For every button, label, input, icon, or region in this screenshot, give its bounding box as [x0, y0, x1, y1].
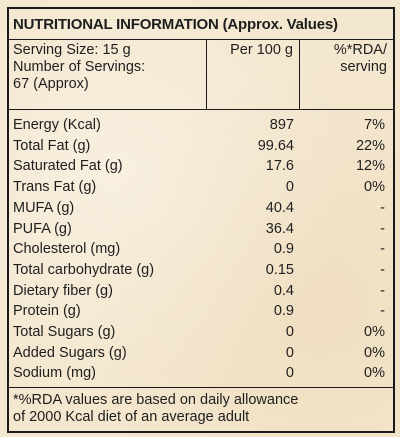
- nutrient-name: Dietary fiber (g): [13, 282, 113, 299]
- per100-value: 0: [285, 179, 294, 196]
- rda-value: 0%: [364, 179, 385, 196]
- nutrient-name: Sodium (mg): [13, 365, 96, 382]
- rda-value: 22%: [355, 137, 385, 154]
- rda-value: 0%: [364, 365, 385, 382]
- per100-value: 0.9: [273, 303, 294, 320]
- rda-value: -: [380, 261, 385, 278]
- divider: [9, 39, 393, 40]
- per100-value: 17.6: [265, 158, 294, 175]
- per100-value: 0: [285, 344, 294, 361]
- footnote: of 2000 Kcal diet of an average adult: [13, 409, 250, 425]
- nutrient-name: PUFA (g): [13, 220, 72, 237]
- per100-value: 0.4: [273, 282, 294, 299]
- per100-value: 40.4: [265, 199, 294, 216]
- rda-value: -: [380, 303, 385, 320]
- nutrient-name: Total Fat (g): [13, 137, 91, 154]
- rda-value: -: [380, 220, 385, 237]
- rda-value: -: [380, 241, 385, 258]
- per100-value: 897: [269, 117, 294, 133]
- per100-value: 99.64: [257, 137, 294, 154]
- servings-value: 67 (Approx): [13, 76, 89, 92]
- table-title: NUTRITIONAL INFORMATION (Approx. Values): [13, 16, 338, 33]
- per100-value: 0: [285, 365, 294, 382]
- per100-value: 0.15: [265, 261, 294, 278]
- rda-value: -: [380, 199, 385, 216]
- per100-value: 0: [285, 324, 294, 340]
- divider: [9, 387, 393, 388]
- nutrient-name: Energy (Kcal): [13, 117, 101, 133]
- rda-header: serving: [340, 59, 387, 75]
- nutrient-name: Cholesterol (mg): [13, 241, 121, 258]
- divider: [299, 39, 300, 109]
- nutrient-name: Total Sugars (g): [13, 324, 116, 340]
- per100-value: 36.4: [265, 220, 294, 237]
- rda-value: -: [380, 282, 385, 299]
- per100-header: Per 100 g: [230, 42, 293, 58]
- rda-value: 7%: [364, 117, 385, 133]
- divider: [206, 39, 207, 109]
- nutrient-name: Added Sugars (g): [13, 344, 127, 361]
- nutrient-name: Protein (g): [13, 303, 81, 320]
- nutrient-name: Total carbohydrate (g): [13, 261, 155, 278]
- nutrient-name: Saturated Fat (g): [13, 158, 123, 175]
- rda-header: %*RDA/: [333, 42, 387, 58]
- nutrition-table: NUTRITIONAL INFORMATION (Approx. Values)…: [7, 7, 395, 433]
- footnote: *%RDA values are based on daily allowanc…: [13, 392, 299, 408]
- rda-value: 12%: [355, 158, 385, 175]
- nutrient-name: Trans Fat (g): [13, 179, 97, 196]
- divider: [9, 109, 393, 110]
- rda-value: 0%: [364, 324, 385, 340]
- serving-size: Serving Size: 15 g: [13, 42, 131, 58]
- per100-value: 0.9: [273, 241, 294, 258]
- rda-value: 0%: [364, 344, 385, 361]
- servings-label: Number of Servings:: [13, 59, 146, 75]
- nutrient-name: MUFA (g): [13, 199, 75, 216]
